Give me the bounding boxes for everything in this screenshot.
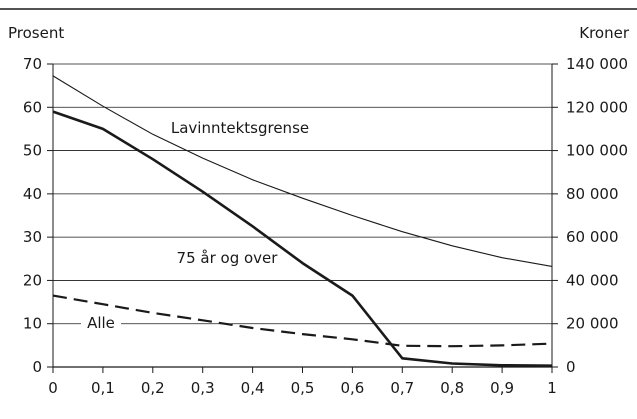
series-annotations: Lavinntektsgrense 75 år og over Alle [81,119,309,333]
x-tick-label: 0,5 [291,379,315,397]
left-tick-label: 70 [23,55,42,73]
left-tick-label: 50 [23,142,42,160]
left-tick-label: 0 [32,358,42,376]
x-tick-label: 0,3 [191,379,215,397]
left-tick-label: 40 [23,185,42,203]
left-tick-label: 10 [23,315,42,333]
left-tick-label: 20 [23,271,42,289]
x-tick-label: 0,1 [91,379,115,397]
series-line-alle [53,296,552,347]
x-tick-label: 0,9 [490,379,514,397]
right-tick-label: 80 000 [566,185,619,203]
x-tick-label: 0 [48,379,58,397]
right-axis-title: Kroner [579,24,630,42]
series-annotation: Alle [87,314,115,332]
right-tick-label: 100 000 [566,142,628,160]
series-line-lavinntektsgrense [53,76,552,267]
x-tick-label: 0,7 [390,379,414,397]
x-tick-label: 0,8 [440,379,464,397]
left-axis-ticks: 0 10 20 30 40 50 60 70 [23,55,53,376]
right-tick-label: 40 000 [566,271,619,289]
right-axis-ticks: 0 20 000 40 000 60 000 80 000 100 000 120 000 1… [552,55,628,376]
gridlines [53,64,552,324]
series-line-75-plus [53,112,552,366]
right-tick-label: 20 000 [566,315,619,333]
right-tick-label: 120 000 [566,98,628,116]
right-tick-label: 140 000 [566,55,628,73]
x-tick-label: 0,6 [340,379,364,397]
right-tick-label: 0 [566,358,576,376]
x-tick-label: 0,4 [241,379,265,397]
right-tick-label: 60 000 [566,228,619,246]
axes [53,64,552,367]
series-annotation: 75 år og over [177,249,279,267]
x-axis-ticks: 0 0,1 0,2 0,3 0,4 0,5 0,6 0,7 0,8 0,9 1 [48,367,557,397]
left-tick-label: 30 [23,228,42,246]
series-annotation: Lavinntektsgrense [171,119,309,137]
x-tick-label: 1 [547,379,557,397]
left-tick-label: 60 [23,98,42,116]
x-tick-label: 0,2 [141,379,165,397]
left-axis-title: Prosent [8,24,64,42]
